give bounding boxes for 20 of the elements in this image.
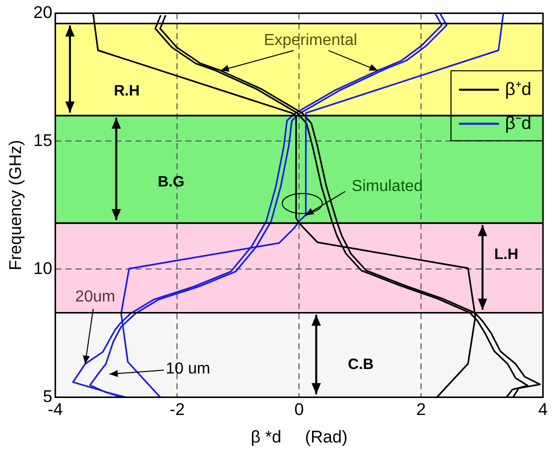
legend-label: β⁻d (505, 112, 532, 133)
legend-label: β⁺d (505, 78, 532, 99)
band-label: B.G (158, 174, 184, 190)
band-label: L.H (494, 246, 518, 264)
annotation: Experimental (264, 32, 358, 49)
band-label: R.H (114, 82, 140, 100)
annotation: 20um (75, 288, 116, 306)
y-axis-title: Frequency (GHz) (6, 140, 25, 270)
annotation: Simulated (352, 178, 423, 195)
y-tick-label: 15 (33, 130, 52, 150)
x-axis-title: β *d (Rad) (250, 427, 348, 446)
y-tick-label: 20 (33, 2, 52, 22)
x-tick-label: 2 (416, 400, 426, 420)
x-tick-label: 0 (294, 400, 304, 420)
band-label: C.B (348, 356, 374, 374)
y-tick-label: 5 (42, 386, 52, 406)
y-tick-label: 10 (33, 258, 52, 278)
x-tick-label: 4 (538, 400, 548, 420)
annotation: 10 um (166, 360, 210, 378)
x-tick-label: -2 (170, 400, 185, 420)
